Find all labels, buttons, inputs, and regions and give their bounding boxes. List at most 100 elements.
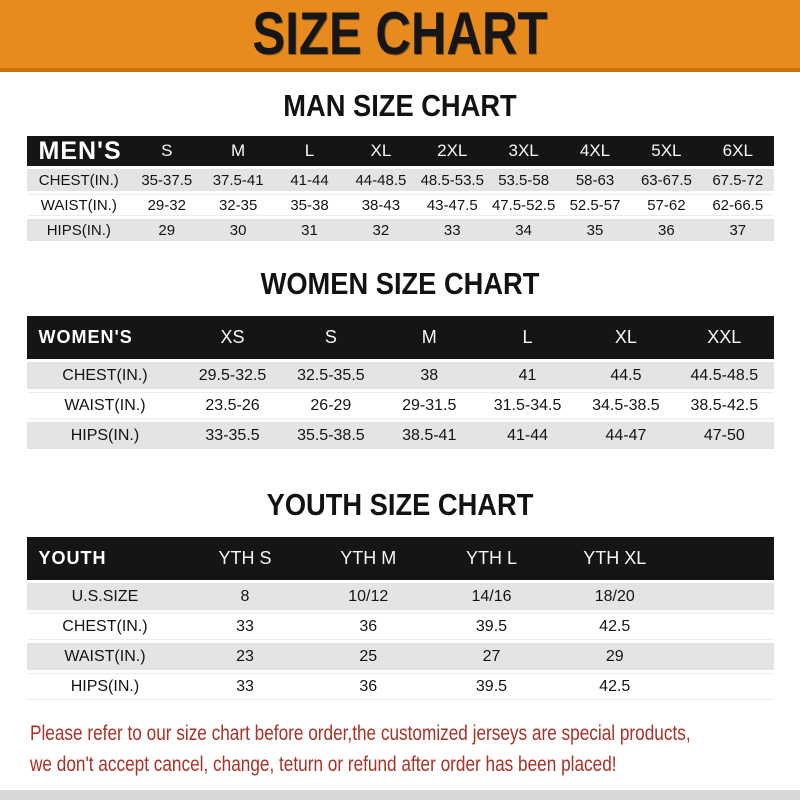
- column-header: XS: [183, 316, 282, 360]
- row-label: CHEST(IN.): [26, 613, 184, 641]
- column-header: M: [380, 316, 479, 360]
- table-body: U.S.SIZE 8 10/12 14/16 18/20 CHEST(IN.) 33 36 39…: [26, 583, 774, 701]
- table-row: HIPS(IN.) 33-35.5 35.5-38.5 38.5-41 41-44 44-…: [26, 422, 774, 450]
- row-label: WAIST(IN.): [26, 643, 184, 671]
- column-header: XL: [345, 136, 417, 167]
- section-title: WOMEN SIZE CHART: [260, 266, 540, 302]
- column-header: 3XL: [487, 136, 560, 167]
- cell-value: 67.5-72: [702, 169, 774, 192]
- row-label: WAIST(IN.): [26, 194, 132, 217]
- row-label: HIPS(IN.): [26, 219, 132, 242]
- column-header: 5XL: [630, 136, 703, 167]
- cell-value: 39.5: [429, 613, 554, 641]
- table-header-label: MEN'S: [26, 136, 132, 167]
- cell-value: 14/16: [429, 583, 554, 611]
- sections: MAN SIZE CHART MEN'S S M L XL 2XL 3XL 4XL 5XL 6X…: [0, 88, 800, 703]
- cell-value: 27: [429, 643, 554, 671]
- cell-value: 29-31.5: [380, 392, 479, 420]
- table-body: CHEST(IN.) 35-37.5 37.5-41 41-44 44-48.5 48.5…: [26, 169, 774, 242]
- cell-value: 37.5-41: [202, 169, 274, 192]
- cell-value: 33-35.5: [183, 422, 282, 450]
- cell-value: 29.5-32.5: [183, 362, 282, 390]
- row-label: HIPS(IN.): [26, 673, 184, 701]
- cell-value: 31: [273, 219, 346, 242]
- footer-line-1: Please refer to our size chart before or…: [30, 721, 691, 746]
- cell-value: 42.5: [553, 613, 677, 641]
- table-row: HIPS(IN.) 29 30 31 32 33 34 35 36 37: [26, 219, 774, 242]
- size-chart-section: MAN SIZE CHART MEN'S S M L XL 2XL 3XL 4XL 5XL 6X…: [0, 88, 800, 244]
- size-table: WOMEN'S XS S M L XL XXL CHEST(IN.) 29.5-32.5 32…: [26, 313, 774, 452]
- cell-value: 53.5-58: [487, 169, 560, 192]
- cell-value: 48.5-53.5: [416, 169, 488, 192]
- cell-value: 29: [553, 643, 677, 671]
- column-header: 4XL: [559, 136, 631, 167]
- column-header: XXL: [675, 316, 774, 360]
- cell-value: 36: [306, 673, 430, 701]
- section-title: MAN SIZE CHART: [283, 88, 517, 123]
- cell-value: 33: [183, 613, 307, 641]
- cell-value: 44-47: [576, 422, 676, 450]
- table-row: WAIST(IN.) 29-32 32-35 35-38 38-43 43-47.5 47.…: [26, 194, 774, 217]
- table-header-row: YOUTH YTH S YTH M YTH L YTH XL: [26, 537, 774, 581]
- cell-value: 30: [202, 219, 274, 242]
- section-title: YOUTH SIZE CHART: [266, 487, 534, 523]
- cell-value: 44.5-48.5: [675, 362, 774, 390]
- cell-value: 37: [702, 219, 774, 242]
- banner: SIZE CHART: [0, 0, 800, 72]
- column-header: YTH M: [306, 537, 430, 581]
- cell-value: 31.5-34.5: [478, 392, 577, 420]
- size-chart-section: WOMEN SIZE CHART WOMEN'S XS S M L XL XXL CHES…: [0, 266, 800, 452]
- cell-value: 44-48.5: [345, 169, 417, 192]
- cell-value: 32.5-35.5: [281, 362, 381, 390]
- column-header: S: [131, 136, 203, 167]
- row-label: HIPS(IN.): [26, 422, 184, 450]
- table-row: HIPS(IN.) 33 36 39.5 42.5: [26, 673, 774, 701]
- table-header-label: WOMEN'S: [26, 316, 184, 360]
- row-label: U.S.SIZE: [26, 583, 184, 611]
- cell-value: 35.5-38.5: [281, 422, 381, 450]
- cell-value: 36: [630, 219, 703, 242]
- cell-value: 34: [487, 219, 560, 242]
- cell-value: 57-62: [630, 194, 703, 217]
- column-header: YTH S: [183, 537, 307, 581]
- cell-value: 47.5-52.5: [487, 194, 560, 217]
- cell-value: 44.5: [576, 362, 676, 390]
- cell-value: 23: [183, 643, 307, 671]
- column-header: 2XL: [416, 136, 488, 167]
- table-header-row: MEN'S S M L XL 2XL 3XL 4XL 5XL 6XL: [26, 136, 774, 167]
- column-header: YTH XL: [553, 537, 677, 581]
- column-header: L: [478, 316, 577, 360]
- table-header-label: YOUTH: [26, 537, 184, 581]
- footer-line-2: we don't accept cancel, change, teturn o…: [30, 752, 617, 777]
- cell-value: 63-67.5: [630, 169, 703, 192]
- column-header: XL: [576, 316, 676, 360]
- cell-value: 39.5: [429, 673, 554, 701]
- cell-value: 41-44: [273, 169, 346, 192]
- footer-note: Please refer to our size chart before or…: [30, 718, 800, 780]
- cell-value: 38.5-42.5: [675, 392, 774, 420]
- table-row: CHEST(IN.) 33 36 39.5 42.5: [26, 613, 774, 641]
- cell-value: 35-38: [273, 194, 346, 217]
- cell-value: 33: [183, 673, 307, 701]
- cell-value: 10/12: [306, 583, 430, 611]
- cell-value: 29: [131, 219, 203, 242]
- cell-value: 32: [345, 219, 417, 242]
- table-row: CHEST(IN.) 29.5-32.5 32.5-35.5 38 41 44.5 44.5…: [26, 362, 774, 390]
- cell-value: 42.5: [553, 673, 677, 701]
- table-body: CHEST(IN.) 29.5-32.5 32.5-35.5 38 41 44.5 44.5…: [26, 362, 774, 450]
- cell-value: 26-29: [281, 392, 381, 420]
- row-label: CHEST(IN.): [26, 362, 184, 390]
- table-row: CHEST(IN.) 35-37.5 37.5-41 41-44 44-48.5 48.5…: [26, 169, 774, 192]
- cell-value: 32-35: [202, 194, 274, 217]
- cell-spacer: [676, 613, 774, 641]
- size-table: MEN'S S M L XL 2XL 3XL 4XL 5XL 6XL CHEST(IN.) 35-…: [26, 133, 774, 244]
- bottom-strip: [0, 790, 800, 800]
- column-header: S: [281, 316, 381, 360]
- cell-value: 33: [416, 219, 488, 242]
- cell-value: 62-66.5: [702, 194, 774, 217]
- size-table: YOUTH YTH S YTH M YTH L YTH XL U.S.SIZE 8 10/…: [26, 534, 774, 703]
- table-row: WAIST(IN.) 23.5-26 26-29 29-31.5 31.5-34.5 34…: [26, 392, 774, 420]
- cell-spacer: [676, 583, 774, 611]
- cell-value: 38-43: [345, 194, 417, 217]
- cell-value: 18/20: [553, 583, 677, 611]
